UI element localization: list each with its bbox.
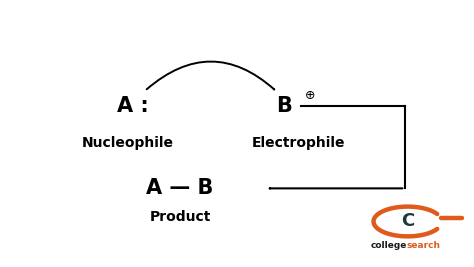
FancyArrowPatch shape bbox=[146, 61, 274, 89]
Text: A :: A : bbox=[117, 96, 148, 116]
FancyArrowPatch shape bbox=[270, 188, 402, 189]
Text: Product: Product bbox=[149, 210, 211, 224]
Text: ⊕: ⊕ bbox=[305, 89, 316, 102]
Text: C: C bbox=[401, 213, 414, 230]
Text: Electrophile: Electrophile bbox=[143, 16, 331, 44]
Text: Nucleophile: Nucleophile bbox=[82, 136, 174, 150]
Text: A — B: A — B bbox=[146, 178, 214, 198]
Text: Electrophile: Electrophile bbox=[252, 136, 346, 150]
Text: college: college bbox=[370, 241, 407, 250]
Text: search: search bbox=[407, 241, 441, 250]
Text: B: B bbox=[276, 96, 292, 116]
